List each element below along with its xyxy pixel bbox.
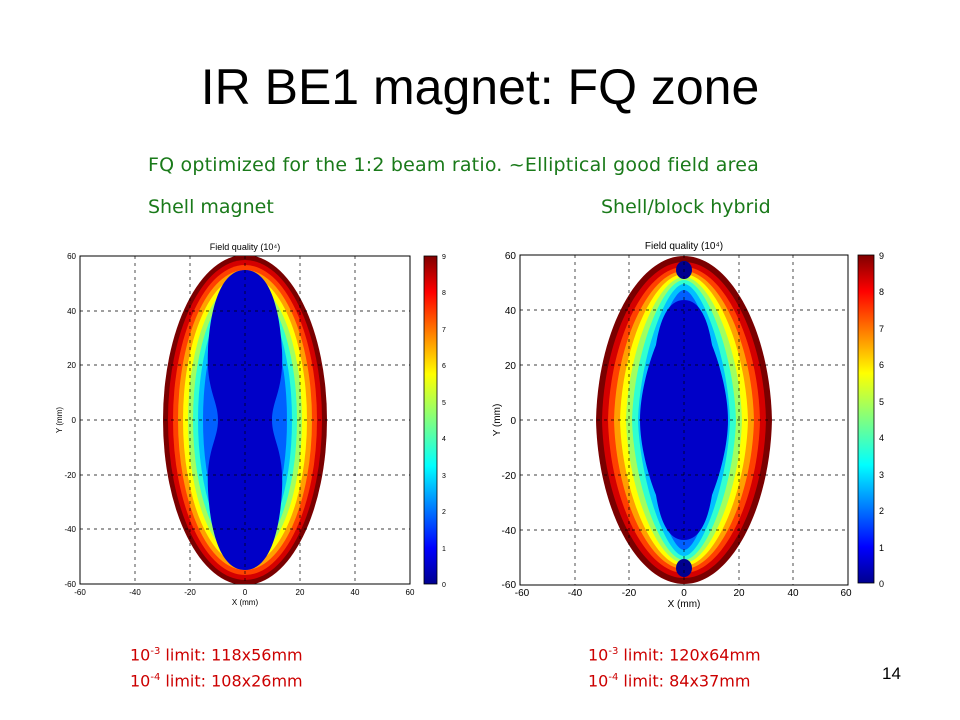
- right-x-axis-label: X (mm): [668, 599, 701, 610]
- limit-base: 10: [130, 645, 151, 665]
- right-cbar-tick: 6: [879, 360, 884, 370]
- left-x-axis-label: X (mm): [232, 598, 259, 607]
- left-y-ticks: 60 40 20 0 -20 -40 -60: [64, 252, 76, 589]
- right-x-tick: 40: [787, 588, 799, 599]
- right-cbar-tick: 0: [879, 579, 884, 589]
- left-x-tick: 20: [296, 588, 305, 597]
- left-cbar-tick: 0: [442, 582, 446, 589]
- left-cbar-tick: 6: [442, 363, 446, 370]
- right-cbar-tick: 8: [879, 287, 884, 297]
- right-colorbar: [857, 254, 875, 584]
- right-x-tick: 20: [733, 588, 745, 599]
- limit-text: limit: 120x64mm: [618, 645, 761, 665]
- right-limits: 10-3 limit: 120x64mm 10-4 limit: 84x37mm: [588, 640, 761, 693]
- right-y-ticks: 60 40 20 0 -20 -40 -60: [502, 251, 517, 591]
- left-colorbar-ticks: 9 8 7 6 5 4 3 2 1 0: [442, 254, 446, 589]
- left-y-axis-label: Y (mm): [55, 407, 64, 433]
- right-field-map: Field quality (10⁴) X (mm) Y (mm) -60 -4…: [492, 241, 884, 610]
- left-cbar-tick: 3: [442, 473, 446, 480]
- left-colorbar: [423, 255, 438, 585]
- slide-title: IR BE1 magnet: FQ zone: [200, 59, 760, 115]
- limit-base: 10: [588, 671, 609, 691]
- left-cbar-tick: 2: [442, 509, 446, 516]
- left-y-tick: 60: [67, 252, 76, 261]
- right-y-tick: 40: [505, 306, 517, 317]
- right-y-tick: -60: [502, 580, 517, 591]
- right-x-tick: 0: [681, 588, 687, 599]
- left-limit-1e-4: 10-4 limit: 108x26mm: [130, 666, 303, 692]
- left-cbar-tick: 4: [442, 436, 446, 443]
- right-x-ticks: -60 -40 -20 0 20 40 60: [515, 588, 852, 599]
- right-cbar-tick: 9: [879, 251, 884, 261]
- right-x-tick: 60: [840, 588, 852, 599]
- right-plot-label: Shell/block hybrid: [601, 196, 771, 218]
- page-number: 14: [882, 664, 901, 683]
- left-x-tick: 60: [406, 588, 415, 597]
- left-cbar-tick: 1: [442, 546, 446, 553]
- right-limit-1e-4: 10-4 limit: 84x37mm: [588, 666, 761, 692]
- right-cbar-tick: 1: [879, 543, 884, 553]
- right-cbar-tick: 3: [879, 470, 884, 480]
- right-cbar-tick: 5: [879, 397, 884, 407]
- slide-subtitle: FQ optimized for the 1:2 beam ratio. ~El…: [148, 154, 759, 176]
- limit-text: limit: 84x37mm: [618, 671, 751, 691]
- right-y-axis-label: Y (mm): [492, 404, 503, 437]
- right-plot-title: Field quality (10⁴): [645, 241, 723, 252]
- limit-exponent: -4: [608, 672, 619, 684]
- left-x-tick: -60: [74, 588, 86, 597]
- right-y-tick: -20: [502, 471, 517, 482]
- limit-base: 10: [588, 645, 609, 665]
- right-y-tick: 20: [505, 361, 517, 372]
- left-plot-label: Shell magnet: [148, 196, 274, 218]
- left-plot-title: Field quality (10⁴): [210, 242, 280, 252]
- right-y-tick: 60: [505, 251, 517, 262]
- left-cbar-tick: 7: [442, 327, 446, 334]
- left-y-tick: -60: [64, 580, 76, 589]
- left-cbar-tick: 8: [442, 290, 446, 297]
- left-y-tick: 40: [67, 307, 76, 316]
- left-x-tick: 0: [243, 588, 248, 597]
- right-x-tick: -20: [622, 588, 637, 599]
- left-x-tick: -20: [184, 588, 196, 597]
- left-x-tick: -40: [129, 588, 141, 597]
- right-colorbar-ticks: 9 8 7 6 5 4 3 2 1 0: [879, 251, 884, 589]
- left-cbar-tick: 9: [442, 254, 446, 261]
- right-grid: [520, 255, 848, 585]
- limit-exponent: -3: [608, 646, 619, 657]
- limit-exponent: -4: [150, 672, 161, 684]
- left-field-map: Field quality (10⁴) X (mm) Y (mm) -60 -4…: [55, 242, 446, 607]
- right-cbar-tick: 2: [879, 506, 884, 516]
- left-cbar-tick: 5: [442, 400, 446, 407]
- right-x-tick: -40: [568, 588, 583, 599]
- left-limits: 10-3 limit: 118x56mm 10-4 limit: 108x26m…: [130, 640, 303, 693]
- right-cbar-tick: 4: [879, 433, 884, 443]
- limit-base: 10: [130, 671, 151, 691]
- left-y-tick: 20: [67, 361, 76, 370]
- left-grid: [80, 256, 410, 584]
- right-y-tick: 0: [510, 416, 516, 427]
- limit-exponent: -3: [150, 646, 161, 657]
- limit-text: limit: 108x26mm: [160, 671, 303, 691]
- right-limit-1e-3: 10-3 limit: 120x64mm: [588, 640, 761, 666]
- left-x-ticks: -60 -40 -20 0 20 40 60: [74, 588, 415, 597]
- left-limit-1e-3: 10-3 limit: 118x56mm: [130, 640, 303, 666]
- right-cbar-tick: 7: [879, 324, 884, 334]
- left-y-tick: -40: [64, 525, 76, 534]
- left-x-tick: 40: [351, 588, 360, 597]
- right-x-tick: -60: [515, 588, 530, 599]
- left-y-tick: 0: [72, 416, 77, 425]
- limit-text: limit: 118x56mm: [160, 645, 303, 665]
- right-y-tick: -40: [502, 526, 517, 537]
- left-y-tick: -20: [64, 471, 76, 480]
